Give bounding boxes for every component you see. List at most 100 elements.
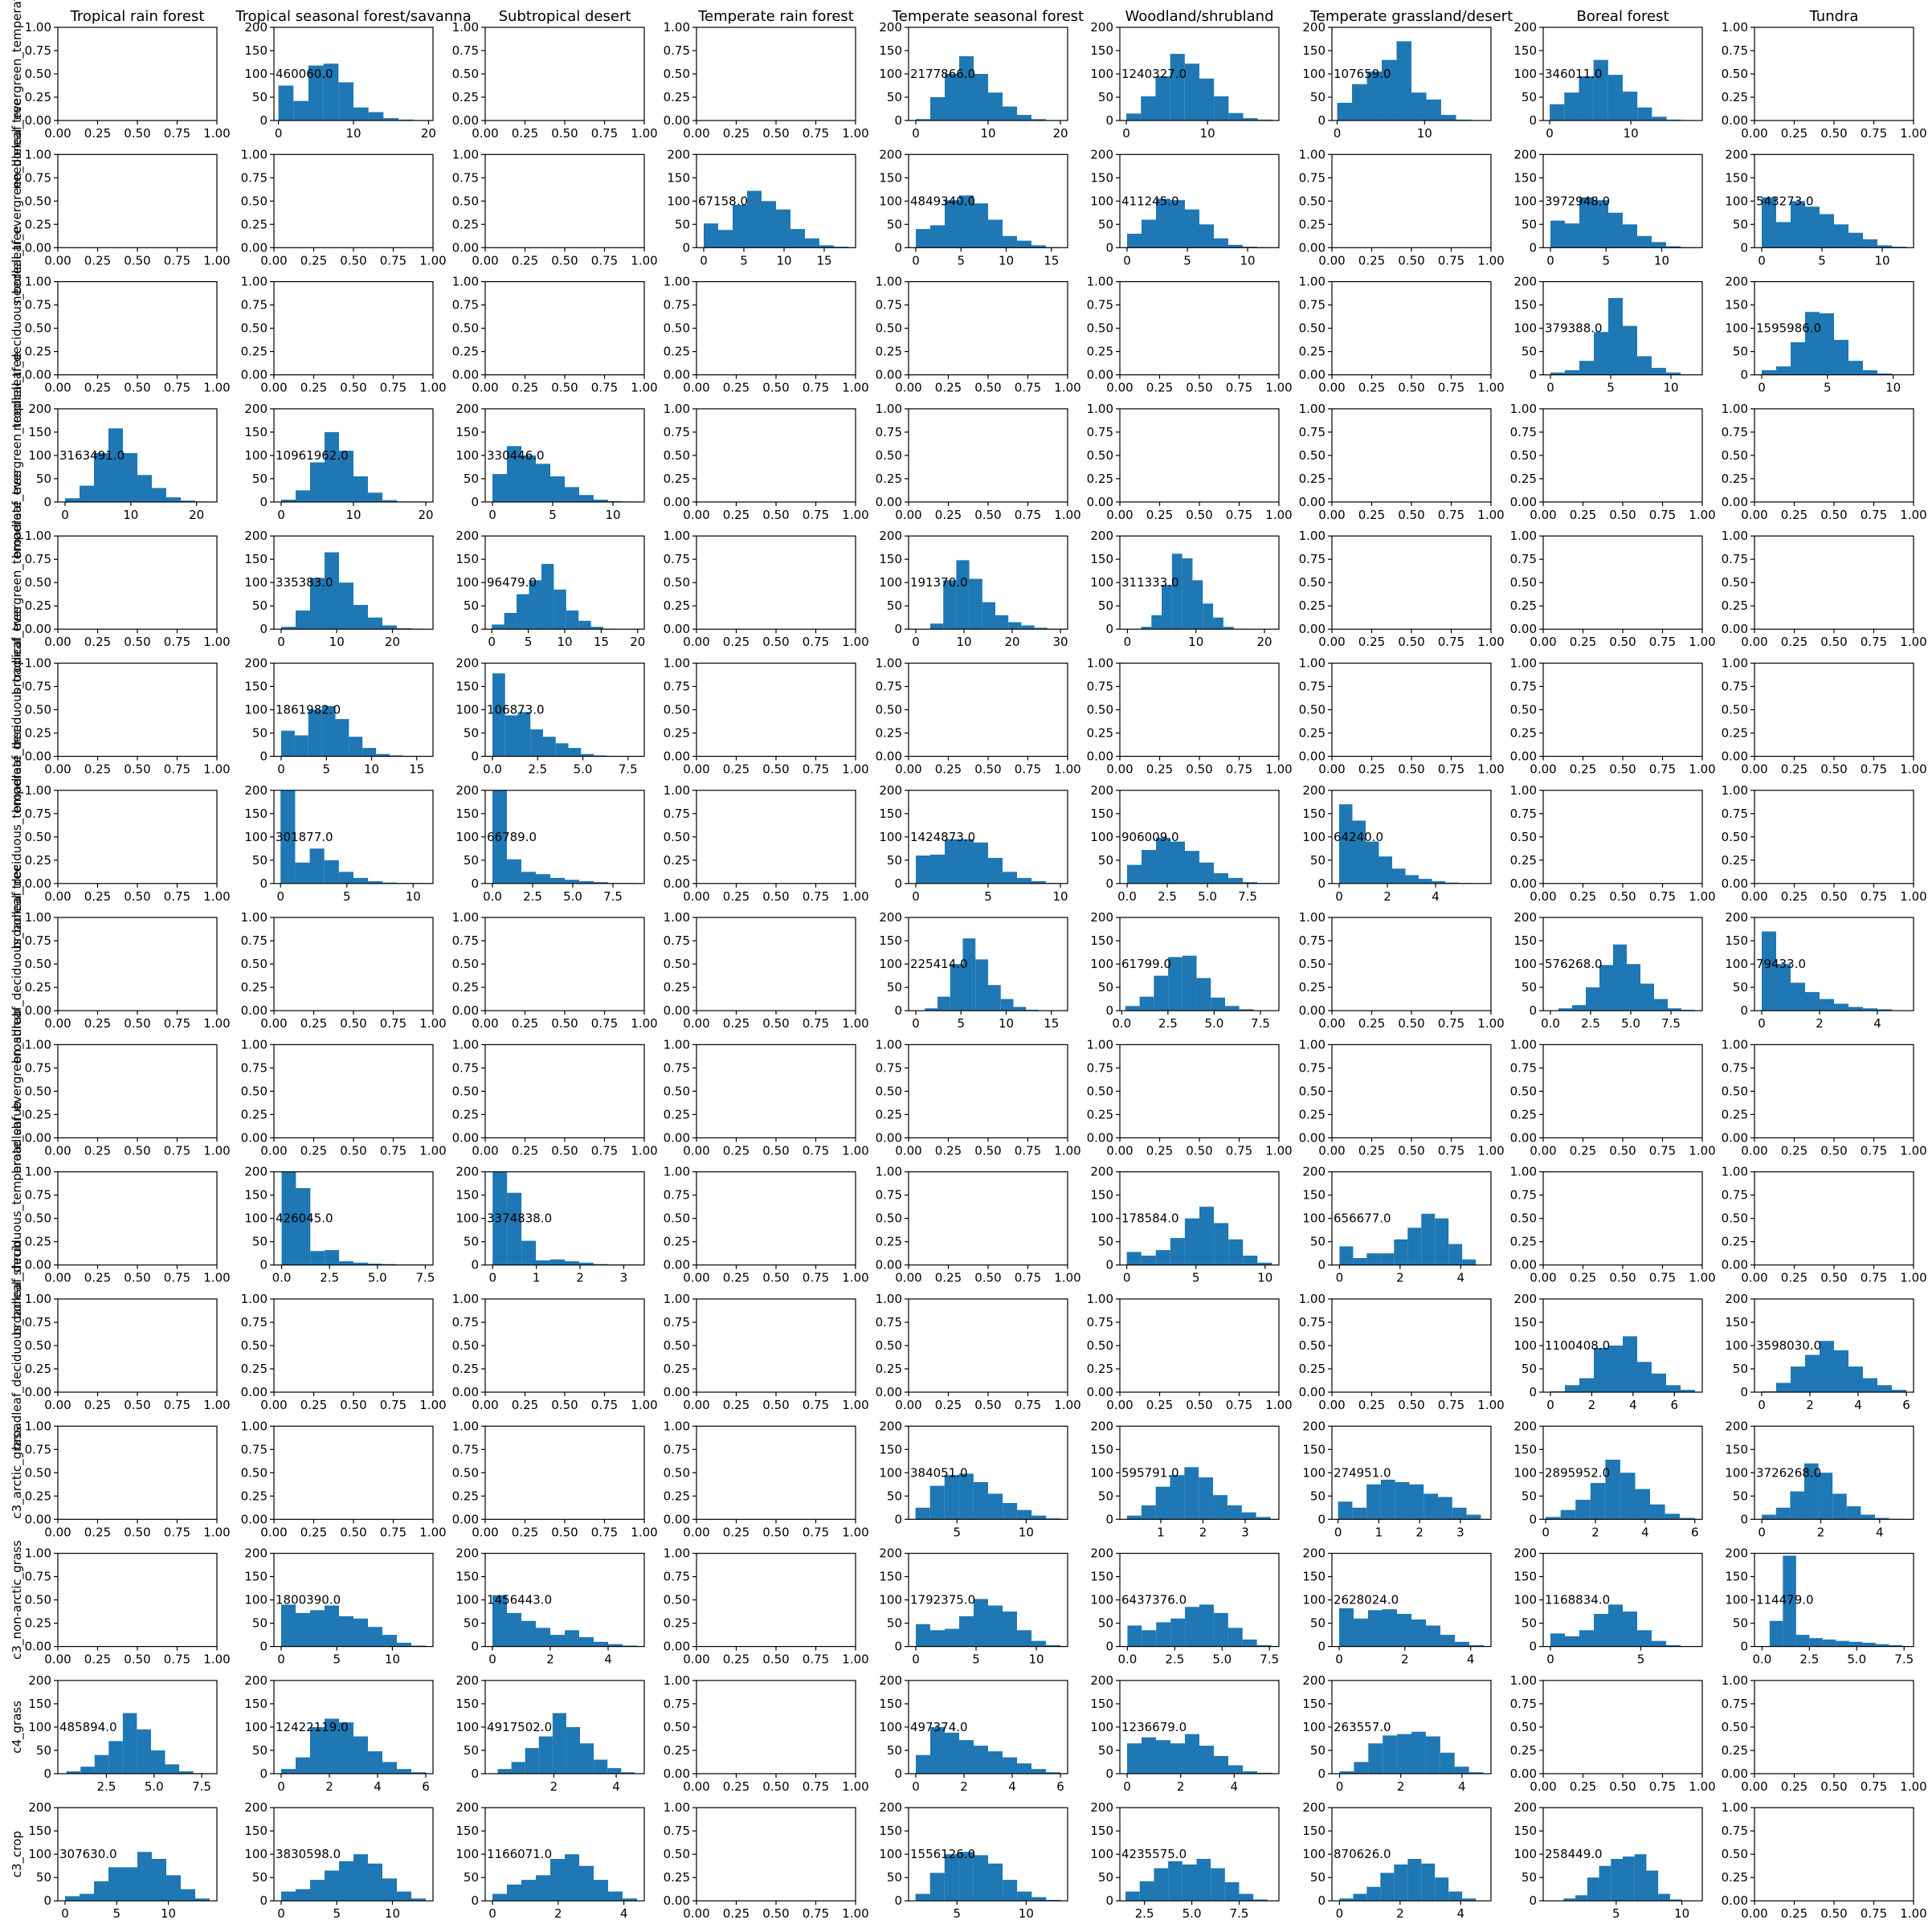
y-tick-label: 200 xyxy=(879,1673,902,1688)
x-tick-label: 0 xyxy=(277,1906,285,1921)
y-tick-label: 50 xyxy=(1310,1489,1326,1503)
x-tick-label: 4 xyxy=(1467,1652,1475,1667)
x-tick-label: 0.75 xyxy=(803,1652,829,1667)
y-tick-label: 0.50 xyxy=(25,575,51,590)
histogram-bar xyxy=(1151,615,1162,630)
count-annotation: 4235575.0 xyxy=(1121,1847,1187,1861)
x-tick-label: 0.75 xyxy=(803,381,829,395)
x-tick-label: 1 xyxy=(533,1271,541,1285)
row-label: needleleaf_evergreen_temperate_tree xyxy=(10,0,25,189)
y-tick-label: 0.75 xyxy=(1299,425,1326,439)
histogram-bar xyxy=(1587,1877,1599,1901)
y-tick-label: 0 xyxy=(1740,240,1748,255)
histogram-bar xyxy=(1366,1253,1381,1265)
count-annotation: 330446.0 xyxy=(487,448,545,463)
y-tick-label: 0.25 xyxy=(876,726,902,741)
x-tick-label: 0.75 xyxy=(1438,1143,1464,1158)
y-tick-label: 100 xyxy=(1090,67,1113,81)
x-tick-label: 0.75 xyxy=(803,1779,829,1794)
x-tick-label: 0 xyxy=(488,635,496,649)
x-tick-label: 0.25 xyxy=(723,1143,750,1158)
y-tick-label: 150 xyxy=(1302,43,1326,58)
x-tick-label: 0.25 xyxy=(512,381,538,395)
x-tick-label: 1.00 xyxy=(203,1525,230,1539)
histogram-bar xyxy=(338,872,353,884)
x-tick-label: 0 xyxy=(1758,1016,1766,1031)
x-tick-label: 0.25 xyxy=(1570,1779,1596,1794)
x-tick-label: 0.00 xyxy=(1530,1271,1556,1285)
histogram-bar xyxy=(521,1880,536,1901)
histogram-bar xyxy=(988,1863,1003,1901)
y-tick-label: 0.50 xyxy=(1722,1084,1748,1098)
y-tick-label: 0.75 xyxy=(664,680,690,694)
x-tick-label: 0.25 xyxy=(300,381,327,395)
y-tick-label: 200 xyxy=(1725,1546,1748,1561)
y-tick-label: 50 xyxy=(1098,217,1113,231)
x-tick-label: 0.25 xyxy=(1146,1398,1173,1412)
x-tick-label: 0.75 xyxy=(164,635,190,649)
empty-panel: 0.000.250.500.751.000.00 0.25 0.50 0.75 1.00 xyxy=(1722,1673,1927,1794)
histogram-bar xyxy=(1462,1259,1477,1265)
histogram-bar xyxy=(368,880,383,884)
x-tick-label: 0.25 xyxy=(1781,1271,1808,1285)
y-tick-label: 1.00 xyxy=(1510,1673,1537,1688)
histogram-bar xyxy=(137,475,152,502)
x-tick-label: 0.0 xyxy=(483,762,502,777)
x-tick-label: 2.5 xyxy=(1799,1652,1819,1667)
x-tick-label: 0 xyxy=(61,1906,69,1921)
y-tick-label: 0.50 xyxy=(1510,1720,1537,1734)
x-tick-label: 10 xyxy=(1885,381,1901,395)
y-tick-label: 0.00 xyxy=(1510,495,1537,509)
histogram-bar xyxy=(1223,627,1234,630)
x-tick-label: 2 xyxy=(960,1779,968,1794)
x-tick-label: 0.75 xyxy=(1015,762,1041,777)
histogram-bar xyxy=(1156,1622,1171,1647)
y-tick-label: 0.25 xyxy=(664,1107,690,1121)
x-tick-label: 10 xyxy=(406,889,421,904)
histogram-bar xyxy=(353,605,368,630)
histogram-bar xyxy=(497,1769,512,1774)
y-tick-label: 0 xyxy=(259,622,268,636)
y-tick-label: 150 xyxy=(1090,170,1113,185)
row-label: c4_grass xyxy=(10,1701,25,1754)
empty-panel: 0.000.250.500.751.000.00 0.25 0.50 0.75 1.00 xyxy=(452,1419,658,1539)
x-tick-label: 0.25 xyxy=(84,762,111,777)
x-tick-label: 20 xyxy=(421,126,436,141)
x-tick-label: 0.75 xyxy=(380,1398,406,1412)
x-tick-label: 2 xyxy=(1199,1525,1207,1539)
histogram-bar xyxy=(382,1762,397,1774)
y-tick-label: 50 xyxy=(36,1870,51,1885)
histogram-bar xyxy=(338,82,353,120)
y-tick-label: 150 xyxy=(455,1824,479,1838)
y-tick-label: 0.75 xyxy=(25,1570,51,1584)
y-tick-label: 0.25 xyxy=(1087,1107,1113,1121)
histogram-bar xyxy=(507,446,521,502)
x-tick-label: 0.50 xyxy=(762,508,789,522)
y-tick-label: 200 xyxy=(244,20,268,35)
y-tick-label: 0.25 xyxy=(1299,1362,1326,1376)
histogram-bar xyxy=(1462,1898,1477,1901)
y-tick-label: 50 xyxy=(252,1616,268,1631)
y-tick-label: 150 xyxy=(1090,1570,1113,1584)
x-tick-label: 1.00 xyxy=(842,1398,868,1412)
y-tick-label: 150 xyxy=(28,425,51,439)
x-tick-label: 0.75 xyxy=(803,508,829,522)
x-tick-label: 6 xyxy=(1671,1398,1679,1412)
y-tick-label: 0 xyxy=(894,113,902,128)
empty-panel: 0.000.250.500.751.000.00 0.25 0.50 0.75 1.00 xyxy=(1510,1165,1716,1285)
x-tick-label: 4 xyxy=(1629,1398,1637,1412)
x-tick-label: 0.75 xyxy=(164,1016,190,1031)
x-tick-label: 1.00 xyxy=(1900,762,1926,777)
y-tick-label: 0.75 xyxy=(1299,1060,1326,1075)
x-tick-label: 5 xyxy=(343,889,351,904)
y-tick-label: 100 xyxy=(455,1847,479,1861)
x-tick-label: 0.25 xyxy=(935,1271,962,1285)
y-tick-label: 50 xyxy=(252,472,268,486)
empty-panel: 0.000.250.500.751.000.00 0.25 0.50 0.75 1.00 xyxy=(664,656,869,777)
x-tick-label: 1.00 xyxy=(419,253,446,268)
y-tick-label: 0 xyxy=(1105,113,1113,128)
x-tick-label: 1.00 xyxy=(842,1143,868,1158)
histogram-bar xyxy=(1652,116,1667,120)
